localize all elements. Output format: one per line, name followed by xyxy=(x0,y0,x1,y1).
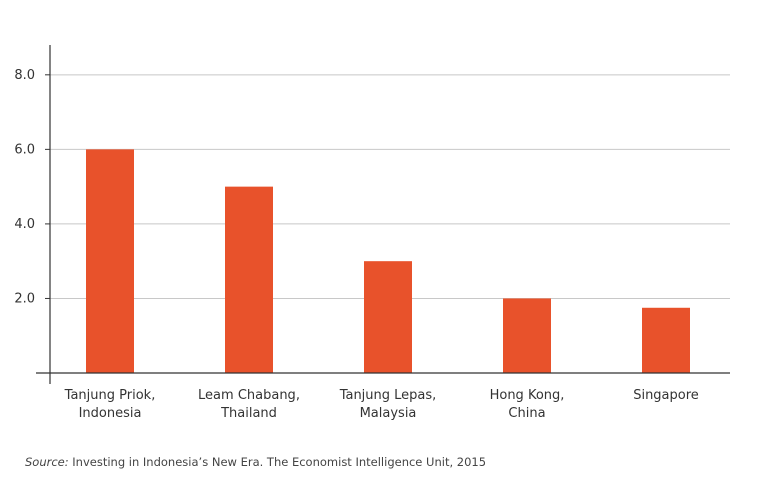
bar xyxy=(642,307,690,373)
x-tick-label: Singapore xyxy=(633,388,699,403)
x-tick-label: China xyxy=(508,406,545,421)
x-tick-label: Leam Chabang, xyxy=(198,388,300,403)
bar xyxy=(503,298,551,373)
bar xyxy=(86,149,134,373)
source-note: Source: Investing in Indonesia’s New Era… xyxy=(25,455,486,469)
bar xyxy=(225,186,273,373)
source-text: Investing in Indonesia’s New Era. The Ec… xyxy=(68,455,487,469)
x-tick-label: Indonesia xyxy=(79,406,142,421)
x-tick-label: Thailand xyxy=(220,406,277,421)
y-tick-label: 8.0 xyxy=(14,68,35,83)
y-tick-label: 2.0 xyxy=(14,291,35,306)
y-tick-label: 6.0 xyxy=(14,142,35,157)
bar xyxy=(364,261,412,373)
x-tick-label: Hong Kong, xyxy=(490,388,565,403)
x-tick-label: Tanjung Lepas, xyxy=(339,388,437,403)
x-tick-label: Malaysia xyxy=(360,406,417,421)
source-prefix: Source: xyxy=(25,455,69,469)
x-tick-label: Tanjung Priok, xyxy=(64,388,156,403)
y-tick-label: 4.0 xyxy=(14,217,35,232)
